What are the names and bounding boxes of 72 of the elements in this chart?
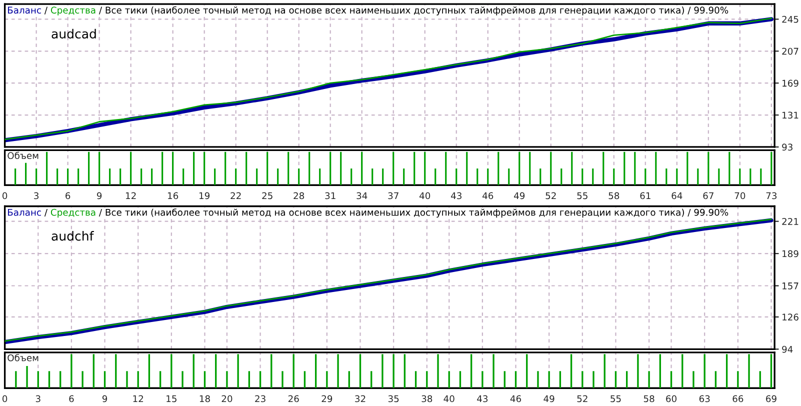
- x-tick-label: 3: [34, 192, 38, 200]
- y-tick-label: 245: [782, 16, 798, 23]
- x-tick-label: 23: [255, 395, 266, 402]
- x-tick-label: 67: [703, 192, 714, 200]
- x-tick-label: 19: [200, 192, 210, 200]
- x-tick-label: 46: [482, 192, 494, 200]
- x-tick-label: 28: [294, 192, 304, 200]
- x-tick-label: 55: [610, 395, 621, 402]
- y-tick-label: 169: [782, 80, 798, 87]
- y-tick-label: 131: [782, 112, 798, 119]
- x-tick-label: 6: [69, 395, 74, 402]
- x-tick-label: 38: [422, 395, 432, 402]
- annotation: /: [44, 208, 48, 217]
- text: Баланс: [8, 208, 41, 216]
- text: Средства: [50, 6, 96, 16]
- x-tick-label: 70: [734, 192, 746, 200]
- x-tick-label: 20: [222, 395, 232, 402]
- x-tick-label: 40: [444, 395, 454, 402]
- y-tick-label: 93: [782, 144, 792, 151]
- x-tick-label: 60: [666, 395, 676, 402]
- x-tick-label: 3: [36, 395, 40, 402]
- x-tick-label: 12: [133, 395, 144, 402]
- y-tick-label: 94: [782, 346, 793, 353]
- x-tick-label: 6: [66, 192, 70, 200]
- x-tick-label: 46: [510, 395, 522, 402]
- x-tick-label: 58: [608, 192, 620, 200]
- x-tick-label: 22: [230, 192, 241, 200]
- x-tick-label: 32: [355, 395, 366, 402]
- x-tick-label: 25: [262, 192, 272, 200]
- x-tick-label: 35: [388, 395, 399, 402]
- text: Баланс: [8, 6, 41, 14]
- x-tick-label: 9: [102, 395, 108, 402]
- x-tick-label: 16: [168, 192, 178, 200]
- y-tick-label: 207: [782, 48, 798, 55]
- y-tick-label: 189: [782, 250, 798, 258]
- y-tick-label: 126: [782, 314, 798, 321]
- x-tick-label: 66: [732, 395, 744, 402]
- x-tick-label: 0: [2, 395, 8, 402]
- x-tick-label: 64: [672, 192, 682, 200]
- x-tick-label: 43: [477, 395, 488, 402]
- x-tick-label: 0: [2, 192, 8, 200]
- x-tick-label: 9: [96, 192, 102, 200]
- y-tick-label: 221: [782, 218, 798, 225]
- x-tick-label: 34: [356, 192, 368, 200]
- x-tick-label: 61: [640, 192, 650, 200]
- x-tick-label: 73: [766, 192, 777, 200]
- x-tick-label: 31: [325, 192, 336, 200]
- annotation: /: [44, 6, 48, 14]
- x-tick-label: 49: [514, 192, 525, 200]
- x-tick-label: 52: [546, 192, 556, 200]
- x-tick-label: 49: [544, 395, 554, 402]
- x-tick-label: 37: [388, 192, 398, 200]
- x-tick-label: 29: [322, 395, 332, 402]
- x-tick-label: 55: [577, 192, 588, 200]
- x-tick-label: 26: [288, 395, 299, 402]
- chart-title: / Все тики (наиболее точный метод на основе всех наименьших доступных таймфреймов для генерации каждого тика) / 99.90%: [98, 208, 728, 218]
- x-tick-label: 63: [699, 395, 710, 402]
- x-tick-label: 12: [126, 192, 136, 200]
- x-tick-label: 18: [200, 395, 210, 402]
- text: Средства: [50, 208, 96, 218]
- x-tick-label: 69: [766, 395, 776, 402]
- x-tick-label: 43: [450, 192, 462, 200]
- y-tick-label: 157: [782, 282, 798, 290]
- annotation: Объем: [8, 354, 38, 362]
- annotation: audcad: [52, 28, 96, 39]
- x-tick-label: 15: [166, 395, 176, 402]
- x-tick-label: 40: [419, 192, 430, 200]
- x-tick-label: 58: [644, 395, 654, 402]
- annotation: audchf: [52, 231, 94, 241]
- annotation: Объем: [8, 152, 38, 160]
- x-tick-label: 52: [577, 395, 588, 402]
- chart-title: / Все тики (наиболее точный метод на основе всех наименьших доступных таймфреймов для генерации каждого тика) / 99.90%: [98, 6, 728, 16]
